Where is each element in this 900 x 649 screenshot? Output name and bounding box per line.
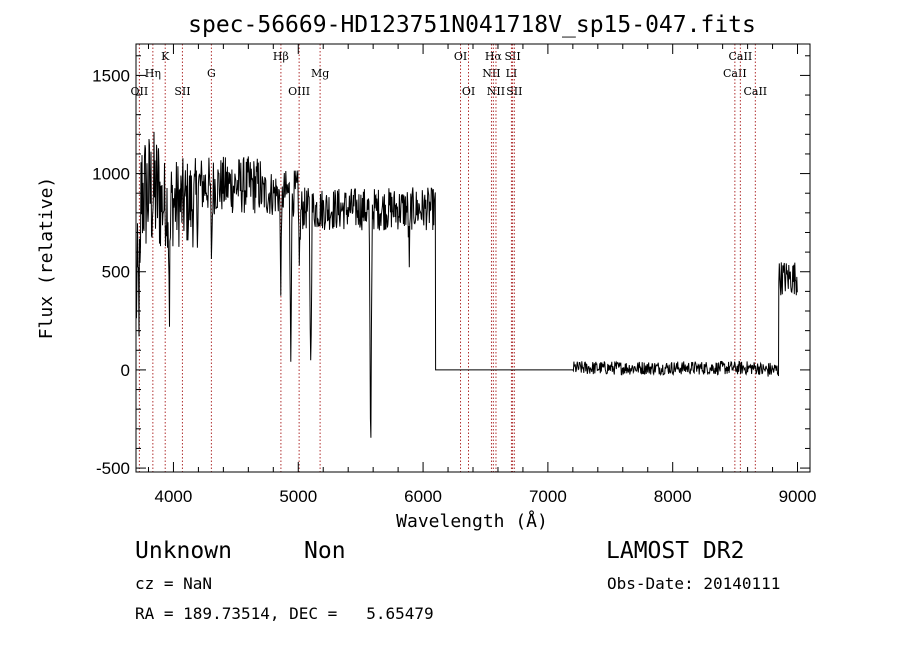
survey-name: LAMOST DR2 — [606, 538, 745, 564]
spectrum-line — [135, 131, 798, 438]
spectral-line-markers: OIIHηKSIIGHβOIIIMgOIOINIIHαNIISIILISIICa… — [131, 44, 767, 472]
y-tick-label: 500 — [102, 263, 130, 282]
y-axis-label: Flux (relative) — [36, 177, 57, 340]
y-tick-label: 1500 — [92, 66, 130, 85]
y-tick-label: -500 — [96, 459, 130, 478]
spectral-line-label: OII — [131, 85, 149, 98]
spectral-line-label: Hα — [485, 50, 503, 63]
chart-title: spec-56669-HD123751N041718V_sp15-047.fit… — [188, 12, 756, 38]
x-tick-label: 7000 — [529, 487, 567, 506]
spectral-line-label: CaII — [743, 85, 767, 98]
spectral-line-label: CaII — [729, 50, 753, 63]
spectral-line-label: OIII — [288, 85, 310, 98]
x-tick-label: 4000 — [155, 487, 193, 506]
spectral-line-label: SII — [174, 85, 190, 98]
spectral-line-label: NII — [482, 67, 500, 80]
x-tick-label: 5000 — [279, 487, 317, 506]
spectral-line-label: Hη — [145, 67, 161, 80]
redshift-cz: cz = NaN — [135, 574, 213, 593]
object-subclass: Non — [304, 538, 346, 564]
spectral-line-label: LI — [506, 67, 518, 80]
coordinates: RA = 189.73514, DEC = 5.65479 — [135, 604, 434, 623]
spectral-line-label: SII — [506, 85, 522, 98]
spectral-line-label: OI — [454, 50, 467, 63]
spectral-line-label: Hβ — [273, 50, 289, 63]
spectral-line-label: OI — [462, 85, 475, 98]
plot-frame — [135, 43, 811, 473]
observation-date: Obs-Date: 20140111 — [607, 574, 781, 593]
spectral-line-label: CaII — [723, 67, 747, 80]
spectral-line-label: G — [207, 67, 216, 80]
y-tick-label: 0 — [121, 361, 130, 380]
spectral-line-label: NII — [487, 85, 505, 98]
y-tick-label: 1000 — [92, 165, 130, 184]
spectral-line-label: Mg — [311, 67, 329, 80]
x-tick-label: 8000 — [654, 487, 692, 506]
spectral-line-label: K — [161, 50, 170, 63]
x-axis-label: Wavelength (Å) — [396, 510, 548, 532]
y-axis-ticks: -500 0 500 1000 1500 — [92, 55, 810, 478]
spectrum-series — [135, 131, 798, 438]
spectral-line-label: SII — [504, 50, 520, 63]
x-axis-ticks: 4000 5000 6000 7000 8000 9000 — [147, 44, 817, 506]
x-tick-label: 9000 — [779, 487, 817, 506]
x-tick-label: 6000 — [404, 487, 442, 506]
object-class: Unknown — [135, 538, 232, 564]
